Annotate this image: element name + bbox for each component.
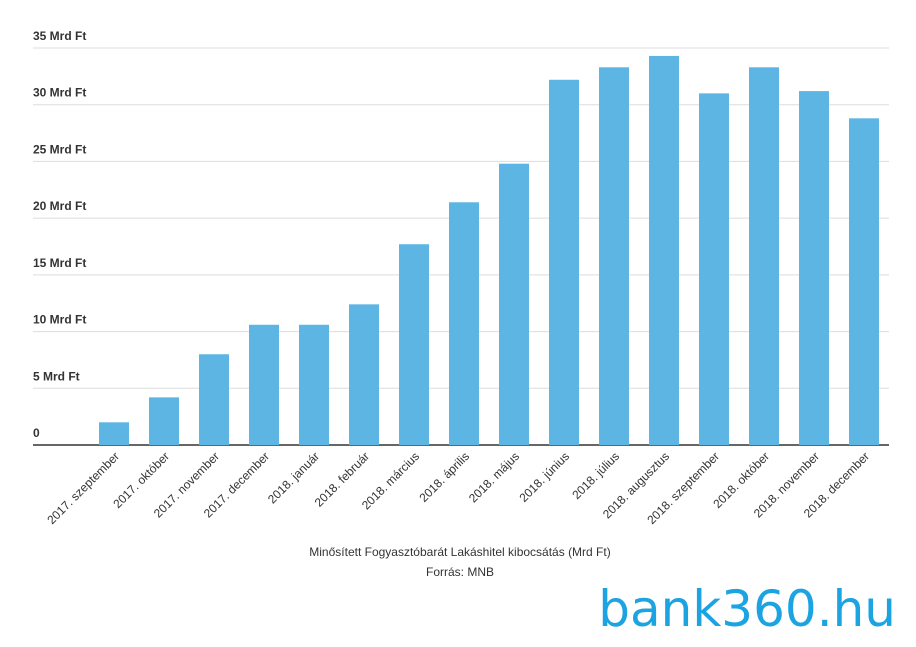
y-tick-label: 20 Mrd Ft [33, 199, 86, 213]
bar [549, 79, 579, 445]
bar [699, 93, 729, 445]
bar [799, 91, 829, 446]
y-tick-label: 35 Mrd Ft [33, 29, 86, 43]
y-tick-label: 30 Mrd Ft [33, 86, 86, 100]
logo: bank360.hu [598, 580, 896, 638]
bar [349, 304, 379, 445]
x-tick-label: 2018. április [416, 449, 472, 505]
y-tick-label: 10 Mrd Ft [33, 313, 86, 327]
bar [399, 244, 429, 445]
bar [749, 67, 779, 445]
y-tick-label: 15 Mrd Ft [33, 256, 86, 270]
x-tick-label: 2018. május [466, 449, 522, 505]
bar [99, 422, 129, 445]
bar [599, 67, 629, 445]
bar [199, 354, 229, 445]
caption: Minősített Fogyasztóbarát Lakáshitel kib… [309, 545, 610, 559]
bar [299, 324, 329, 445]
bar [649, 55, 679, 445]
y-tick-label: 25 Mrd Ft [33, 142, 86, 156]
x-tick-label: 2018. június [516, 449, 572, 505]
y-tick-label: 5 Mrd Ft [33, 369, 80, 383]
source: Forrás: MNB [426, 565, 494, 579]
x-tick-label: 2018. július [569, 449, 622, 502]
x-tick-label: 2017. szeptember [44, 449, 122, 527]
y-tick-label: 0 [33, 426, 40, 440]
bar [449, 202, 479, 445]
bar [149, 397, 179, 445]
bar [849, 118, 879, 445]
bar [249, 324, 279, 445]
bar [499, 163, 529, 445]
